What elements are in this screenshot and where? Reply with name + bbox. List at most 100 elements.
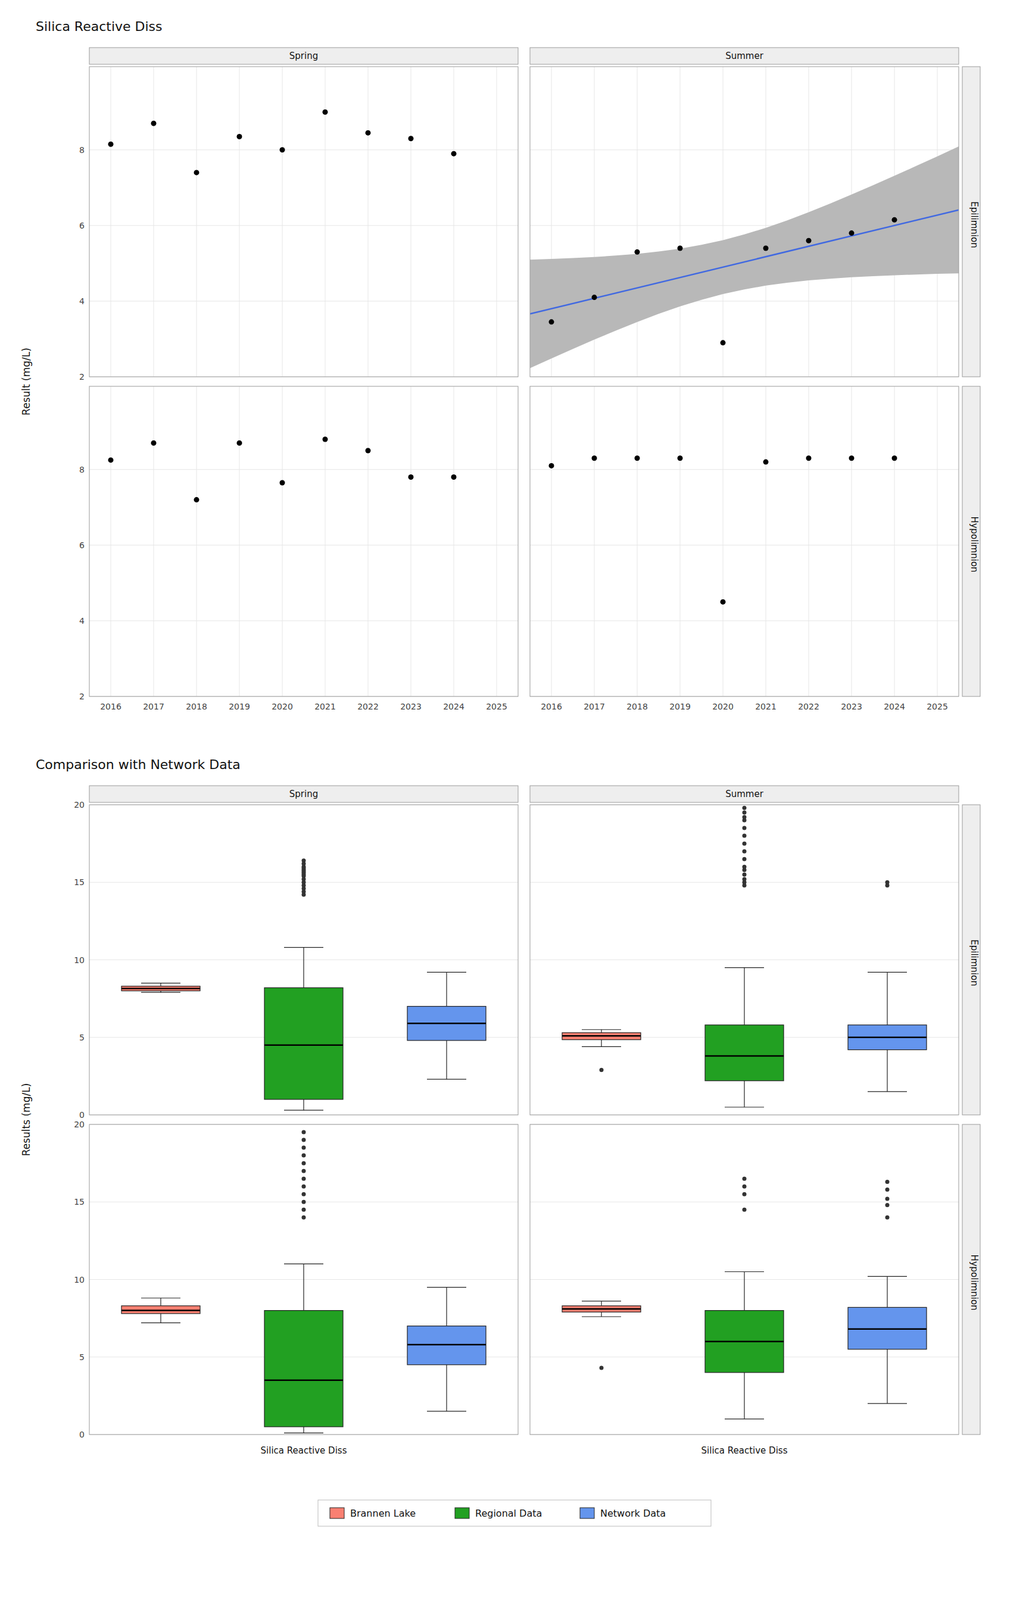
point — [677, 455, 684, 461]
confidence-band — [529, 146, 959, 369]
whisker — [303, 948, 304, 989]
whisker — [743, 1081, 745, 1108]
grid-line — [453, 66, 455, 377]
x-tick-label: 2025 — [926, 702, 949, 712]
plot-frame — [89, 66, 519, 377]
whisker-cap — [284, 1433, 324, 1434]
plot-frame — [529, 805, 959, 1116]
flier — [742, 826, 747, 831]
x-tick-label: 2021 — [314, 702, 336, 712]
point — [279, 480, 286, 486]
panel: SummerEpilimnion — [529, 786, 981, 1116]
grid-line — [808, 386, 810, 697]
x-tick-label: 2023 — [400, 702, 422, 712]
x-tick-label: 2019 — [228, 702, 251, 712]
flier — [742, 811, 747, 816]
plot-frame — [89, 386, 519, 697]
y-axis-label: Result (mg/L) — [20, 347, 33, 416]
median — [264, 1380, 343, 1383]
x-tick-label: 2016 — [540, 702, 563, 712]
x-tick-label: 2016 — [100, 702, 122, 712]
x-axis-label: Silica Reactive Diss — [701, 1445, 788, 1457]
grid-line — [368, 66, 369, 377]
median — [705, 1055, 784, 1058]
whisker-cap — [141, 1298, 181, 1299]
box — [562, 1306, 641, 1313]
flier — [885, 1180, 890, 1185]
grid-line — [937, 386, 938, 697]
legend-swatch — [329, 1508, 345, 1520]
flier — [301, 1169, 307, 1174]
box — [264, 987, 343, 1100]
x-axis-label: Silica Reactive Diss — [260, 1445, 348, 1457]
point — [634, 455, 641, 461]
median — [847, 1037, 927, 1040]
y-tick-label: 6 — [79, 220, 85, 231]
flier — [742, 1177, 747, 1182]
grid-line — [153, 66, 155, 377]
grid-line — [196, 66, 198, 377]
flier — [301, 1208, 307, 1213]
grid-line — [529, 1202, 959, 1203]
grid-line — [196, 386, 198, 697]
plot-frame — [529, 1124, 959, 1436]
point — [194, 497, 200, 503]
marks — [549, 455, 898, 605]
whisker-cap — [426, 1287, 467, 1289]
legend-swatch — [454, 1508, 470, 1520]
whisker-cap — [724, 1107, 765, 1108]
flier — [885, 1197, 890, 1202]
flier — [742, 872, 747, 878]
flier — [885, 1187, 890, 1193]
box-plot — [562, 1030, 641, 1073]
flier — [301, 1192, 307, 1197]
row-strip — [962, 386, 981, 697]
point — [720, 340, 726, 346]
column-label: Spring — [289, 789, 318, 800]
whisker-cap — [426, 972, 467, 974]
y-axis-label: Results (mg/L) — [20, 1083, 33, 1158]
grid-line — [110, 386, 112, 697]
y-tick-label: 10 — [73, 1275, 85, 1286]
y-tick-label: 5 — [79, 1352, 85, 1363]
flier — [301, 1154, 307, 1159]
legend: Brannen LakeRegional DataNetwork Data — [317, 1500, 712, 1527]
row-label: Epilimnion — [968, 201, 980, 248]
point — [549, 319, 555, 325]
box-plot — [705, 806, 784, 1108]
grid-line — [551, 386, 553, 697]
whisker — [886, 1050, 888, 1093]
grid-line — [529, 959, 959, 961]
point — [451, 474, 457, 480]
point — [806, 238, 812, 244]
flier — [742, 806, 747, 811]
plot-frame — [89, 1124, 519, 1436]
legend-label: Regional Data — [475, 1508, 542, 1520]
point — [108, 141, 114, 148]
flier — [742, 857, 747, 862]
plot-frame — [529, 66, 959, 377]
grid-line — [722, 386, 724, 697]
legend-swatch — [580, 1508, 595, 1520]
box — [705, 1311, 784, 1374]
grid-line — [722, 66, 724, 377]
column-strip — [89, 47, 519, 65]
x-tick-label: 2018 — [626, 702, 648, 712]
box — [264, 1311, 343, 1428]
point — [322, 109, 329, 115]
grid-line — [110, 66, 112, 377]
whisker — [886, 1276, 888, 1308]
legend-frame — [317, 1500, 712, 1527]
marks — [121, 858, 486, 1111]
panel: 2468Spring — [79, 47, 519, 382]
grid-line — [153, 386, 155, 697]
plot-background — [89, 805, 519, 1116]
whisker-cap — [141, 992, 181, 994]
column-strip — [89, 786, 519, 803]
grid-line — [637, 386, 638, 697]
y-tick-label: 6 — [79, 540, 85, 551]
panel: 2016201720182019202020212022202320242025… — [529, 386, 981, 712]
flier — [742, 1185, 747, 1190]
x-tick-label: 2017 — [142, 702, 165, 712]
grid-line — [410, 386, 412, 697]
